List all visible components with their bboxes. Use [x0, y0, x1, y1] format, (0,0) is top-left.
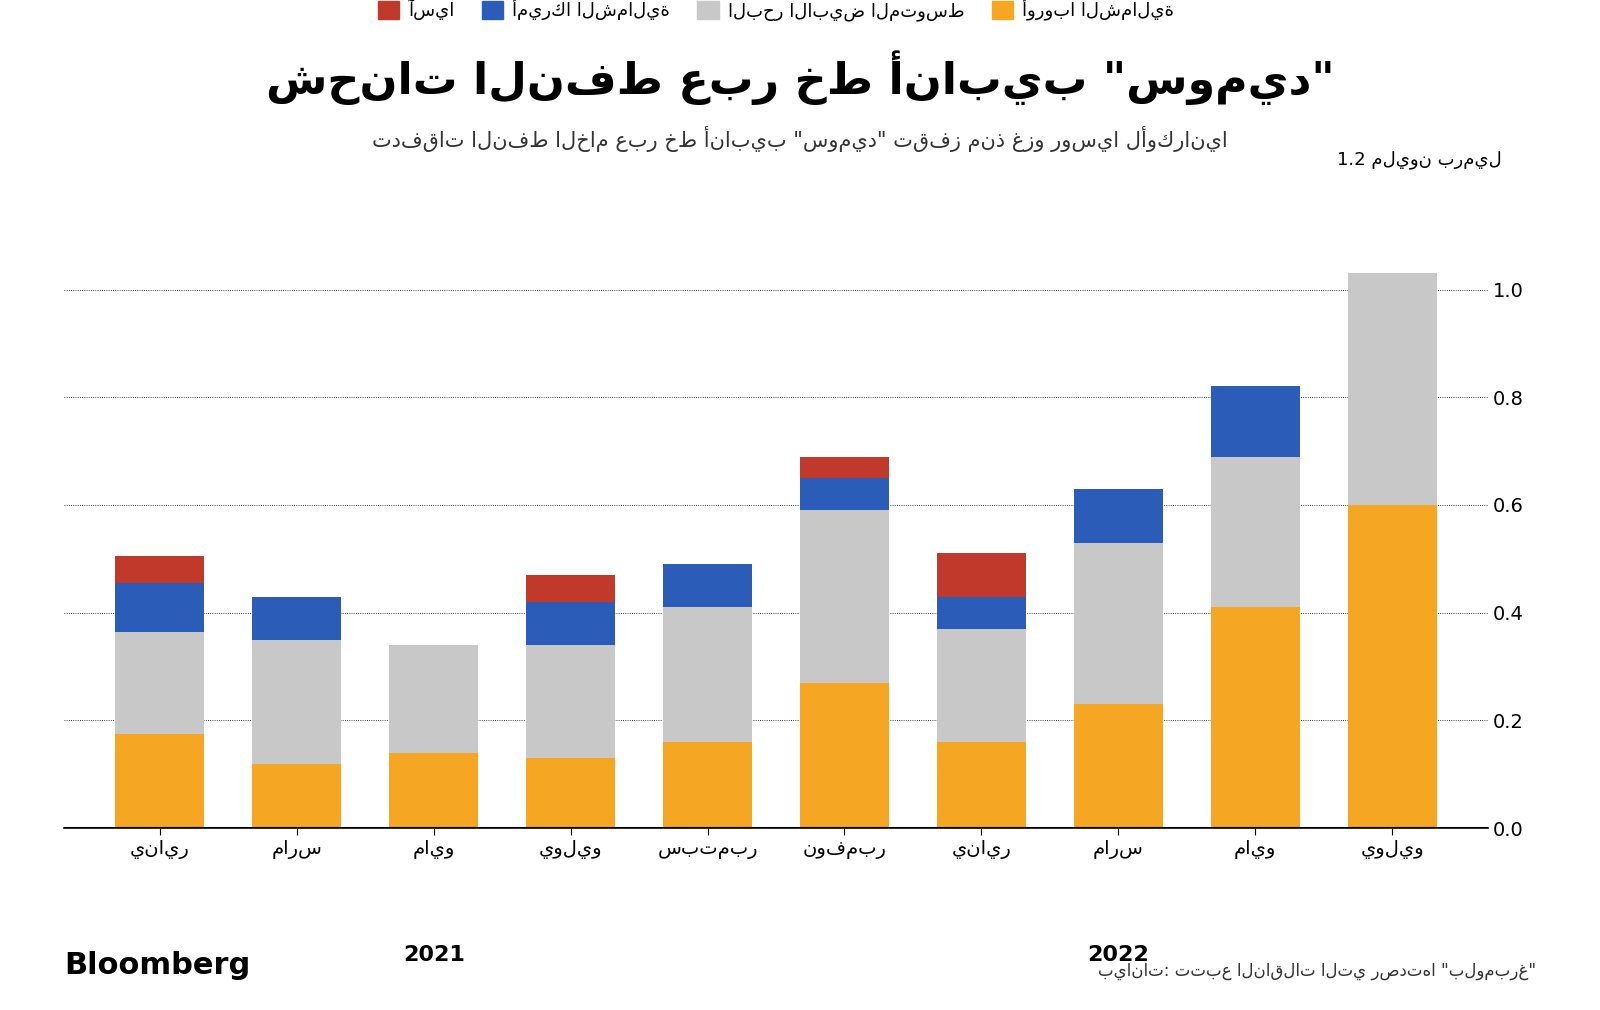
Text: 2022: 2022 [1088, 944, 1149, 965]
Bar [662, 742, 752, 828]
Bar [526, 575, 614, 602]
Bar [938, 742, 1026, 828]
Bar [938, 597, 1026, 629]
Bar [1211, 387, 1299, 457]
Bar [662, 565, 752, 607]
Text: تدفقات النفط الخام عبر خط أنابيب "سوميد" تقفز منذ غزو روسيا لأوكرانيا: تدفقات النفط الخام عبر خط أنابيب "سوميد"… [373, 126, 1227, 153]
Bar [389, 645, 478, 752]
Bar [389, 752, 478, 828]
Text: بيانات: تتبع الناقلات التي رصدتها "بلومبرغ": بيانات: تتبع الناقلات التي رصدتها "بلومب… [1098, 962, 1536, 980]
Bar [115, 734, 205, 828]
Text: شحنات النفط عبر خط أنابيب "سوميد": شحنات النفط عبر خط أنابيب "سوميد" [266, 50, 1334, 105]
Bar [1347, 274, 1437, 505]
Bar [115, 631, 205, 734]
Bar [938, 629, 1026, 742]
Bar [1211, 457, 1299, 607]
Bar [1074, 704, 1163, 828]
Legend: آسيا, أميركا الشمالية, البحر الابيض المتوسط, أوروبا الشمالية: آسيا, أميركا الشمالية, البحر الابيض المت… [370, 0, 1182, 28]
Bar [253, 597, 341, 639]
Bar [1211, 607, 1299, 828]
Bar [526, 645, 614, 759]
Text: Bloomberg: Bloomberg [64, 950, 250, 980]
Bar [526, 759, 614, 828]
Bar [253, 639, 341, 764]
Bar [800, 683, 890, 828]
Bar [115, 583, 205, 631]
Bar [800, 457, 890, 478]
Bar [253, 764, 341, 828]
Bar [115, 557, 205, 583]
Bar [938, 553, 1026, 597]
Text: 2021: 2021 [403, 944, 464, 965]
Bar [1347, 505, 1437, 828]
Bar [800, 510, 890, 683]
Text: 1.2 مليون برميل: 1.2 مليون برميل [1338, 150, 1502, 169]
Bar [662, 607, 752, 742]
Bar [1074, 542, 1163, 704]
Bar [800, 478, 890, 510]
Bar [1074, 489, 1163, 542]
Bar [526, 602, 614, 645]
